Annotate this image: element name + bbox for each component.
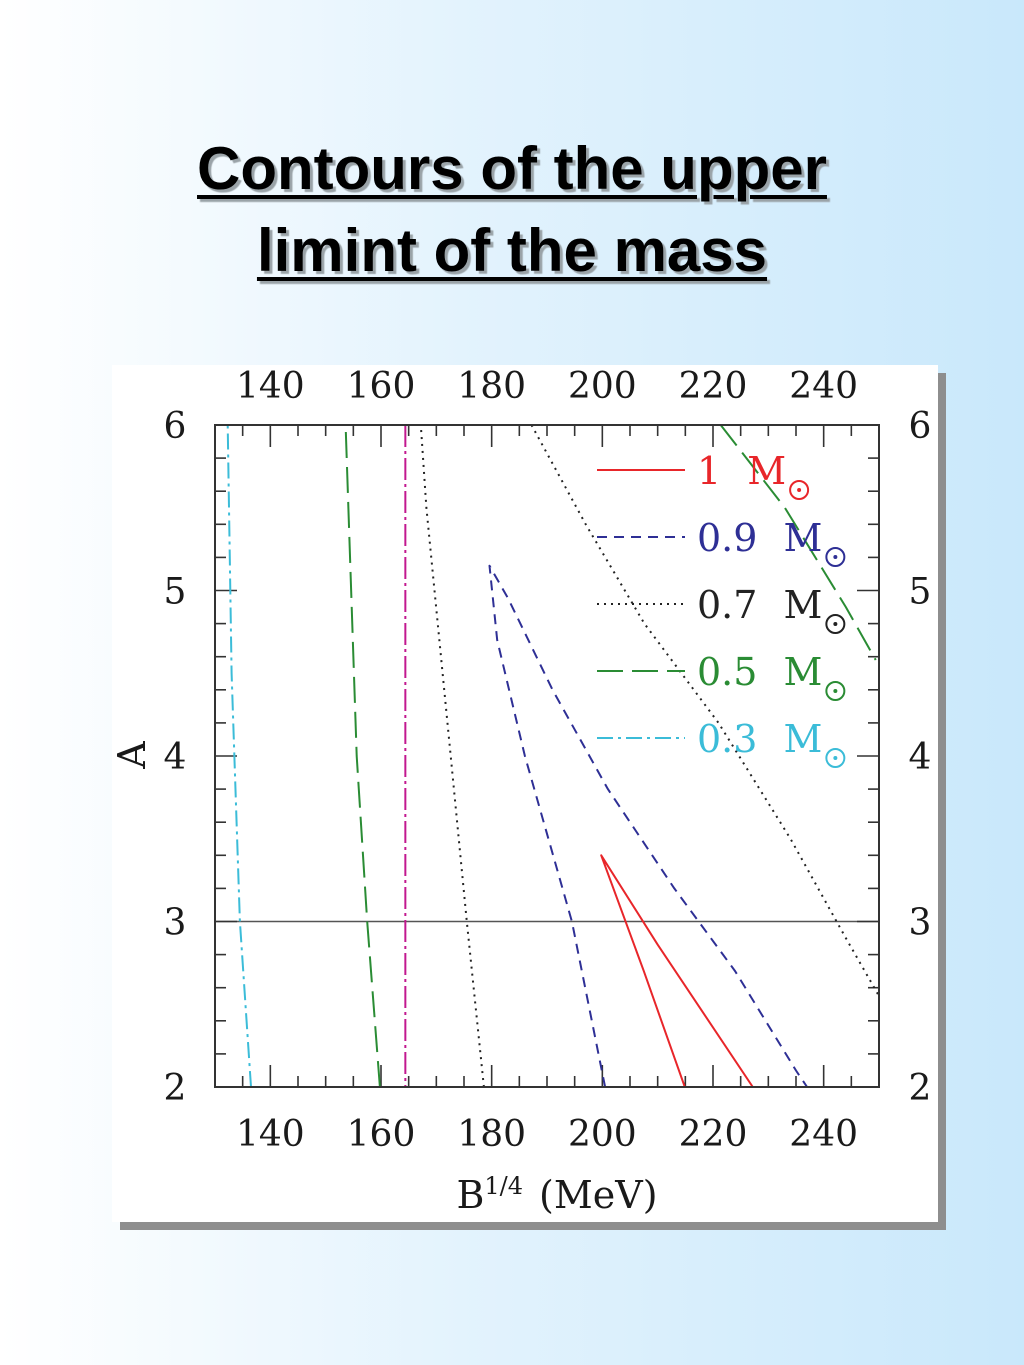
x-axis-label-unit: (MeV) bbox=[539, 1173, 658, 1217]
sun-symbol-icon bbox=[825, 681, 846, 701]
plot-frame bbox=[214, 424, 880, 1088]
x-axis-label-main: B bbox=[456, 1173, 484, 1217]
x-tick-label-top: 200 bbox=[568, 366, 637, 407]
x-tick-label-top: 180 bbox=[457, 366, 526, 407]
series-curve-0-7-2 bbox=[419, 425, 485, 1087]
y-tick-label-right: 6 bbox=[909, 406, 932, 447]
sun-symbol-dot-icon bbox=[833, 622, 838, 626]
sun-symbol-dot-icon bbox=[797, 488, 802, 492]
x-tick-label-bottom: 140 bbox=[236, 1114, 305, 1155]
x-axis-label: B1/4 (MeV) bbox=[456, 1172, 657, 1217]
legend-label-0-9: 0.9 M bbox=[697, 516, 822, 560]
sun-symbol-dot-icon bbox=[833, 689, 838, 693]
series-curve-0-5-4 bbox=[344, 425, 381, 1087]
y-tick-label-right: 4 bbox=[909, 737, 932, 778]
x-axis-label-exponent: 1/4 bbox=[484, 1172, 523, 1200]
series-curve-0-3-6 bbox=[226, 425, 252, 1087]
sun-symbol-dot-icon bbox=[833, 756, 838, 760]
y-tick-label-right: 5 bbox=[909, 572, 932, 613]
y-tick-label-right: 2 bbox=[909, 1068, 932, 1109]
series-curve-0-9-1 bbox=[488, 564, 808, 1087]
series-curve-0-7-3 bbox=[530, 425, 879, 997]
y-tick-label-left: 5 bbox=[164, 572, 187, 613]
x-tick-label-top: 220 bbox=[679, 366, 748, 407]
legend-label-0-7: 0.7 M bbox=[697, 583, 822, 627]
x-tick-label-top: 240 bbox=[789, 366, 858, 407]
sun-symbol-icon bbox=[825, 614, 846, 634]
sun-symbol-icon bbox=[789, 480, 810, 500]
slide-title-line-1: Contours of the upper bbox=[197, 135, 827, 202]
x-tick-label-bottom: 200 bbox=[568, 1114, 637, 1155]
y-tick-label-left: 4 bbox=[164, 737, 187, 778]
series-curve-1-0 bbox=[600, 854, 754, 1087]
x-tick-label-top: 140 bbox=[236, 366, 305, 407]
sun-symbol-icon bbox=[825, 547, 846, 567]
y-axis-label: A bbox=[110, 741, 154, 770]
y-tick-label-left: 3 bbox=[164, 903, 187, 944]
legend-label-0-3: 0.3 M bbox=[697, 717, 822, 761]
slide-title: Contours of the upper limint of the mass bbox=[0, 128, 1024, 292]
x-tick-label-bottom: 180 bbox=[457, 1114, 526, 1155]
slide-title-line-2: limint of the mass bbox=[256, 217, 768, 284]
sun-symbol-icon bbox=[825, 748, 846, 768]
y-tick-label-left: 2 bbox=[164, 1068, 187, 1109]
sun-symbol-dot-icon bbox=[833, 555, 838, 559]
legend-label-0-5: 0.5 M bbox=[697, 650, 822, 694]
series-curve-0-5-5 bbox=[719, 425, 877, 661]
y-tick-label-left: 6 bbox=[164, 406, 187, 447]
x-tick-label-top: 160 bbox=[347, 366, 416, 407]
x-tick-label-bottom: 160 bbox=[347, 1114, 416, 1155]
x-tick-label-bottom: 220 bbox=[679, 1114, 748, 1155]
x-tick-label-bottom: 240 bbox=[789, 1114, 858, 1155]
y-tick-label-right: 3 bbox=[909, 903, 932, 944]
